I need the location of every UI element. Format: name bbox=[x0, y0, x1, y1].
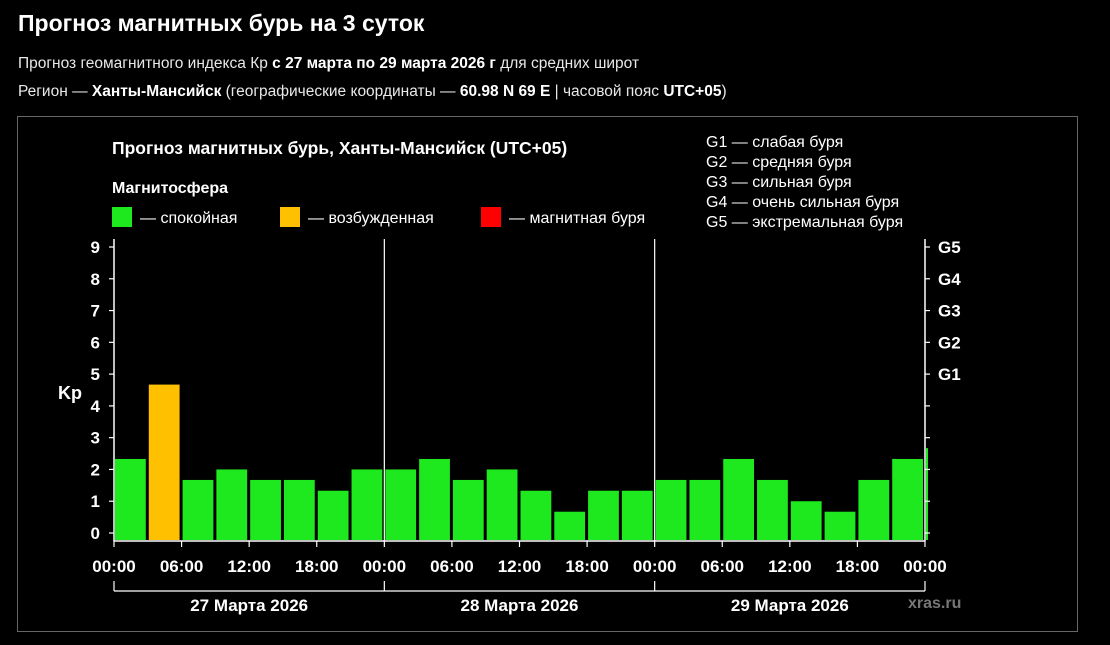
kp-bar-18 bbox=[723, 458, 755, 540]
storm-legend-item: G1 — слабая буря bbox=[706, 134, 843, 151]
region-name: Ханты-Мансийск bbox=[91, 83, 222, 100]
forecast-period-text: Прогноз геомагнитного индекса Кр с 27 ма… bbox=[18, 55, 639, 73]
kp-forecast-chart: Прогноз магнитных бурь, Ханты-Мансийск (… bbox=[58, 134, 961, 615]
kp-bar-22 bbox=[858, 479, 890, 540]
kp-bar-6 bbox=[317, 490, 349, 540]
y-tick-label: 7 bbox=[91, 302, 100, 321]
g-level-label: G5 bbox=[938, 238, 961, 257]
kp-bar-10 bbox=[452, 479, 484, 540]
x-tick-label: 18:00 bbox=[295, 557, 338, 576]
period-suffix: для средних широт bbox=[495, 55, 640, 72]
legend-swatch-0 bbox=[112, 207, 132, 227]
y-tick-label: 2 bbox=[91, 460, 100, 479]
kp-bar-20 bbox=[790, 501, 822, 540]
x-tick-label: 00:00 bbox=[92, 557, 135, 576]
kp-bar-0 bbox=[115, 458, 146, 540]
x-tick-label: 00:00 bbox=[633, 557, 676, 576]
y-tick-label: 3 bbox=[91, 429, 100, 448]
g-level-label: G2 bbox=[938, 333, 961, 352]
x-tick-label: 18:00 bbox=[836, 557, 879, 576]
kp-bar-2 bbox=[182, 479, 214, 540]
y-tick-label: 0 bbox=[91, 524, 100, 543]
timezone-prefix: | часовой пояс bbox=[550, 83, 664, 100]
x-tick-label: 12:00 bbox=[227, 557, 270, 576]
kp-bar-21 bbox=[824, 511, 856, 540]
y-tick-label: 5 bbox=[91, 365, 100, 384]
chart-frame: Прогноз магнитных бурь, Ханты-Мансийск (… bbox=[17, 116, 1078, 632]
kp-bar-16 bbox=[655, 479, 687, 540]
watermark: xras.ru bbox=[908, 595, 961, 612]
x-tick-label: 00:00 bbox=[363, 557, 406, 576]
kp-bar-13 bbox=[554, 511, 586, 540]
region-text: Регион — Ханты-Мансийск (географические … bbox=[18, 83, 727, 101]
kp-bar-5 bbox=[283, 479, 315, 540]
y-axis-label: Kp bbox=[58, 383, 82, 403]
y-tick-label: 9 bbox=[91, 238, 100, 257]
storm-legend-item: G2 — средняя буря bbox=[706, 154, 852, 171]
x-tick-label: 12:00 bbox=[498, 557, 541, 576]
x-tick-label: 18:00 bbox=[565, 557, 608, 576]
region-prefix: Регион — bbox=[18, 83, 92, 100]
kp-bar-8 bbox=[385, 469, 417, 540]
kp-bar-4 bbox=[250, 479, 281, 540]
legend-swatch-2 bbox=[481, 207, 501, 227]
kp-bar-14 bbox=[588, 490, 619, 540]
y-tick-label: 6 bbox=[91, 333, 100, 352]
legend-label: — спокойная bbox=[140, 210, 237, 227]
legend-title: Магнитосфера bbox=[112, 180, 228, 197]
period-prefix: Прогноз геомагнитного индекса Кр bbox=[18, 55, 273, 72]
storm-legend-item: G4 — очень сильная буря bbox=[706, 194, 899, 211]
period-dates: с 27 марта по 29 марта 2026 г bbox=[272, 55, 496, 72]
kp-bar-11 bbox=[486, 469, 518, 540]
legend-label: — магнитная буря bbox=[509, 210, 645, 227]
g-level-label: G3 bbox=[938, 302, 961, 321]
kp-bar-15 bbox=[621, 490, 653, 540]
y-tick-label: 4 bbox=[91, 397, 101, 416]
kp-bar-1 bbox=[148, 384, 180, 540]
region-suffix: ) bbox=[721, 83, 727, 100]
kp-bar-17 bbox=[689, 479, 721, 540]
storm-legend-item: G3 — сильная буря bbox=[706, 174, 852, 191]
kp-bar-12 bbox=[520, 490, 552, 540]
legend-swatch-1 bbox=[280, 207, 300, 227]
chart-title: Прогноз магнитных бурь, Ханты-Мансийск (… bbox=[112, 138, 567, 158]
day-label: 29 Марта 2026 bbox=[731, 596, 849, 615]
page-title: Прогноз магнитных бурь на 3 суток bbox=[18, 10, 425, 36]
kp-bar-24 bbox=[926, 448, 928, 540]
y-tick-label: 8 bbox=[91, 270, 100, 289]
g-level-label: G4 bbox=[938, 270, 961, 289]
x-tick-label: 12:00 bbox=[768, 557, 811, 576]
day-label: 27 Марта 2026 bbox=[190, 596, 308, 615]
legend-label: — возбужденная bbox=[308, 210, 434, 227]
kp-bar-7 bbox=[351, 469, 383, 540]
coords-value: 60.98 N 69 E bbox=[459, 83, 551, 100]
kp-bar-3 bbox=[216, 469, 248, 540]
storm-legend-item: G5 — экстремальная буря bbox=[706, 214, 903, 231]
x-tick-label: 06:00 bbox=[701, 557, 744, 576]
day-label: 28 Марта 2026 bbox=[461, 596, 579, 615]
coords-prefix: (географические координаты — bbox=[221, 83, 460, 100]
x-tick-label: 00:00 bbox=[903, 557, 946, 576]
timezone-value: UTC+05 bbox=[663, 83, 722, 100]
kp-bar-23 bbox=[892, 458, 923, 540]
x-tick-label: 06:00 bbox=[160, 557, 203, 576]
y-tick-label: 1 bbox=[91, 492, 100, 511]
kp-bar-19 bbox=[757, 479, 788, 540]
g-level-label: G1 bbox=[938, 365, 961, 384]
kp-bar-9 bbox=[419, 458, 450, 540]
x-tick-label: 06:00 bbox=[430, 557, 473, 576]
